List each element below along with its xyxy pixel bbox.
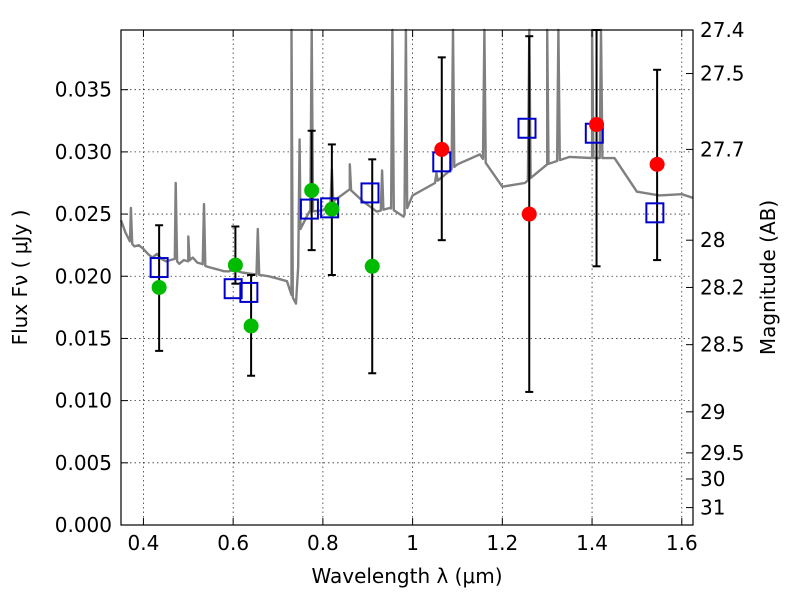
observed-point-green bbox=[152, 280, 167, 295]
right-magnitude-axis: 27.4 27.5 27.7 28 28.2 28.5 29 29.530 31 bbox=[686, 18, 745, 520]
y-tick-label: 0.015 bbox=[55, 326, 112, 350]
x-tick-label: 0.6 bbox=[217, 531, 249, 555]
x-tick-label: 0.4 bbox=[128, 531, 160, 555]
observed-photometry-points bbox=[152, 117, 665, 333]
observed-point-green bbox=[304, 183, 319, 198]
error-bar bbox=[231, 227, 239, 284]
right-axis-label: Magnitude (AB) bbox=[756, 200, 780, 355]
observed-point-green bbox=[228, 258, 243, 273]
y-tick-label: 0.010 bbox=[55, 389, 112, 413]
x-axis-label: Wavelength λ (μm) bbox=[311, 564, 502, 588]
right-tick-label: 27.7 bbox=[700, 137, 745, 161]
x-tick-label: 1.6 bbox=[666, 531, 698, 555]
x-tick-label: 1 bbox=[406, 531, 419, 555]
right-tick-label: 31 bbox=[700, 496, 725, 520]
observed-point-red bbox=[434, 142, 449, 157]
x-tick-label: 1.4 bbox=[576, 531, 608, 555]
observed-point-green bbox=[324, 202, 339, 217]
right-tick-label: 27.5 bbox=[700, 62, 745, 86]
observed-point-red bbox=[522, 207, 537, 222]
x-tick-label: 0.8 bbox=[307, 531, 339, 555]
right-tick-label: 30 bbox=[700, 467, 725, 491]
y-tick-label: 0.025 bbox=[55, 202, 112, 226]
model-box-point bbox=[646, 203, 663, 222]
right-tick-label: 28.5 bbox=[700, 333, 745, 357]
y-tick-label: 0.020 bbox=[55, 264, 112, 288]
y-tick-label: 0.005 bbox=[55, 451, 112, 475]
observed-point-green bbox=[244, 319, 259, 334]
right-tick-label: 29.5 bbox=[700, 441, 745, 465]
y-tick-label: 0.000 bbox=[55, 513, 112, 537]
right-tick-label: 28.2 bbox=[700, 275, 745, 299]
error-bars bbox=[155, 30, 661, 392]
model-box-point bbox=[519, 119, 536, 138]
x-tick-label: 1.2 bbox=[486, 531, 518, 555]
right-tick-label: 29 bbox=[700, 400, 725, 424]
spectrum-line bbox=[121, 30, 693, 304]
right-tick-label: 28 bbox=[700, 228, 725, 252]
model-box-point bbox=[361, 183, 378, 202]
y-tick-label: 0.035 bbox=[55, 78, 112, 102]
right-tick-label: 27.4 bbox=[700, 18, 745, 42]
observed-point-red bbox=[589, 117, 604, 132]
y-axis-label: Flux Fν ( μJy ) bbox=[8, 210, 32, 346]
y-axis: 0.000 0.005 0.010 0.015 0.020 0.025 0.030 0.035 bbox=[55, 78, 128, 537]
observed-point-green bbox=[365, 259, 380, 274]
spectrum-series bbox=[121, 30, 693, 304]
model-box-point bbox=[240, 283, 257, 302]
observed-point-red bbox=[650, 157, 665, 172]
y-tick-label: 0.030 bbox=[55, 140, 112, 164]
